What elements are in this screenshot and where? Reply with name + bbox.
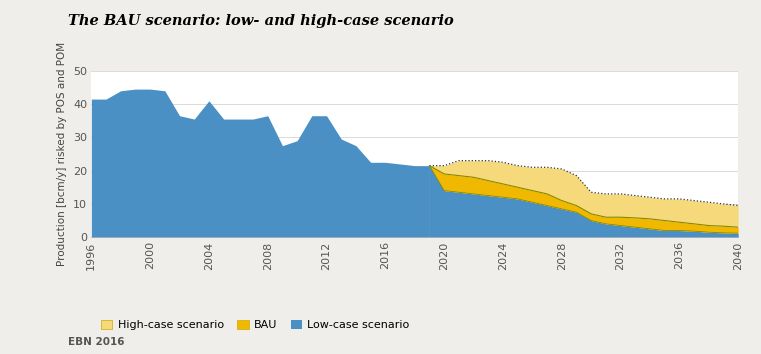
- Legend: High-case scenario, BAU, Low-case scenario: High-case scenario, BAU, Low-case scenar…: [97, 315, 414, 335]
- Y-axis label: Production [bcm/y] risked by POS and POM: Production [bcm/y] risked by POS and POM: [58, 42, 68, 266]
- Text: The BAU scenario: low- and high-case scenario: The BAU scenario: low- and high-case sce…: [68, 14, 454, 28]
- Text: EBN 2016: EBN 2016: [68, 337, 125, 347]
